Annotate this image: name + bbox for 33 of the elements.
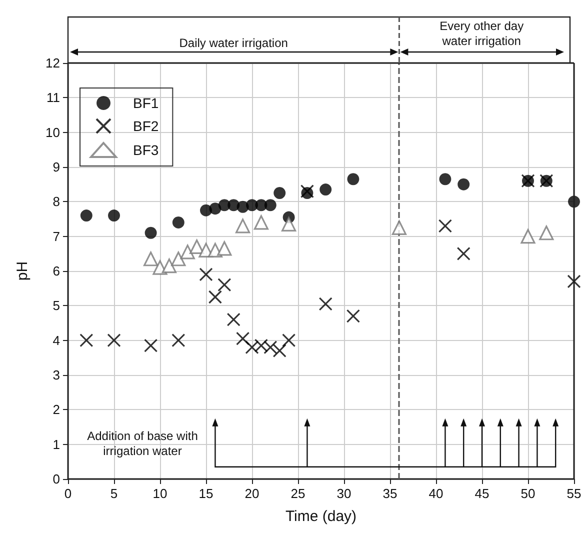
y-tick-label: 11 [46,90,60,106]
x-tick-label: 50 [520,486,536,501]
x-tick-label: 55 [566,486,582,501]
text: Daily water irrigation [178,36,289,51]
x-axis-title: Time (day) [285,508,357,525]
x-tick-label: 10 [152,486,168,501]
legend-label: BF2 [133,118,159,134]
x-tick-label: 45 [474,486,490,501]
x-tick-label: 5 [110,486,118,501]
y-tick-label: 10 [46,124,60,140]
y-tick-label: 1 [52,436,60,452]
y-tick-label: 0 [52,472,60,486]
x-tick-label: 30 [336,486,352,501]
x-tick-label: 15 [198,486,214,501]
y-tick-label: 4 [52,332,60,348]
y-tick-label: 7 [52,228,60,244]
text: Every other day water irrigation [438,19,525,49]
y-tick-label: 9 [52,160,60,174]
legend-label: BF3 [133,142,159,158]
y-tick-label: 5 [52,298,60,314]
x-tick-label: 35 [382,486,398,501]
legend-label: BF1 [133,95,159,111]
x-tick-label: 20 [244,486,260,501]
y-tick-label: 12 [46,56,60,70]
annotation: Addition of base with irrigation water [86,428,199,459]
x-tick-label: 25 [290,486,306,501]
y-tick-label: 3 [52,368,60,382]
x-tick-label: 0 [64,486,72,501]
y-tick-label: 8 [52,194,60,210]
y-tick-label: 6 [52,264,60,278]
x-tick-label: 40 [428,486,444,501]
y-axis-title: pH [14,261,31,281]
y-tick-label: 2 [52,402,60,418]
